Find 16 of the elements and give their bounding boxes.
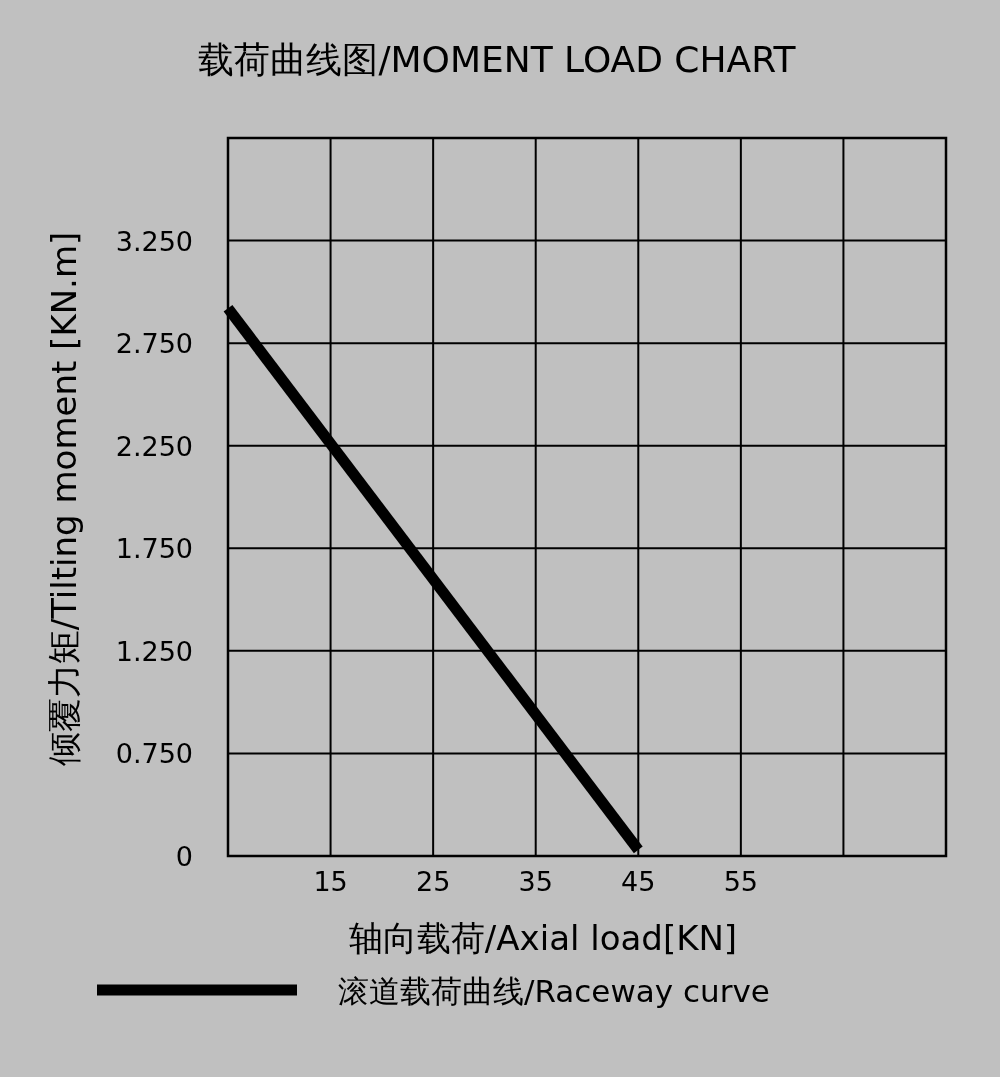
x-tick-label: 55	[723, 866, 759, 897]
y-tick-label: 0.750	[115, 738, 193, 770]
x-tick-label: 25	[415, 866, 451, 897]
y-tick-label: 2.250	[115, 430, 193, 462]
x-tick-label: 45	[621, 866, 656, 897]
y-tick-label: 2.750	[115, 328, 193, 360]
y-tick-label: 0	[175, 841, 193, 872]
chart-title: 载荷曲线图/MOMENT LOAD CHART	[198, 39, 797, 80]
x-tick-label: 15	[313, 866, 348, 897]
x-tick-label: 35	[518, 866, 553, 897]
y-tick-label: 1.750	[115, 533, 193, 565]
x-axis-title: 轴向载荷/Axial load[KN]	[348, 918, 738, 958]
y-tick-label: 1.250	[115, 635, 193, 667]
y-axis-title: 倾覆力矩/Tilting moment [KN.m]	[44, 231, 84, 767]
legend: 滚道载荷曲线/Raceway curve	[97, 973, 770, 1009]
y-tick-label: 3.250	[115, 225, 193, 257]
